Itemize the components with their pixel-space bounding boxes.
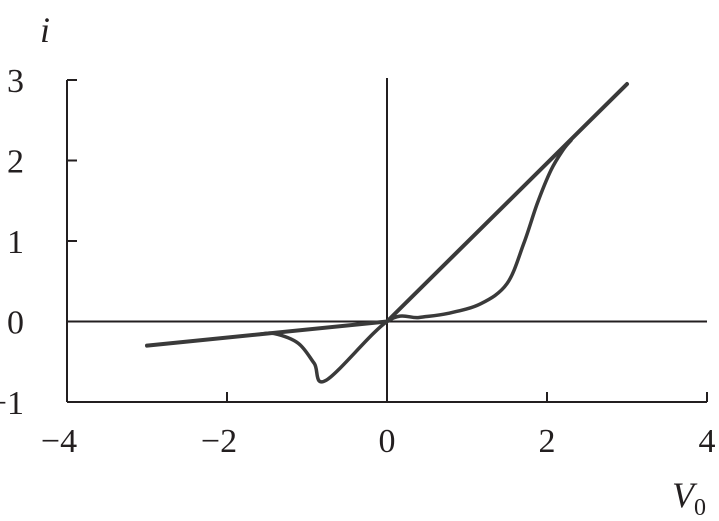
axes [66,78,708,403]
x-axis-label-subscript: 0 [694,495,706,521]
x-tick-label: 4 [699,423,716,460]
y-tick-label: 2 [7,144,24,181]
y-tick-label: −1 [0,385,24,422]
series-group [145,82,629,384]
x-tick-label: 0 [379,423,396,460]
x-tick-label: −2 [201,423,237,460]
y-tick-label: 1 [7,224,24,261]
x-axis-label: V0 [672,475,706,521]
series-line-2 [257,138,573,384]
x-tick-label: −4 [41,423,77,460]
x-tick-label: 2 [539,423,556,460]
y-axis-label: i [40,10,50,50]
y-tick-label: 0 [7,305,24,342]
tick-labels: −4 −2 0 2 4 −1 0 1 2 3 [0,63,716,460]
x-axis-label-main: V [672,475,698,515]
y-tick-label: 3 [7,63,24,100]
